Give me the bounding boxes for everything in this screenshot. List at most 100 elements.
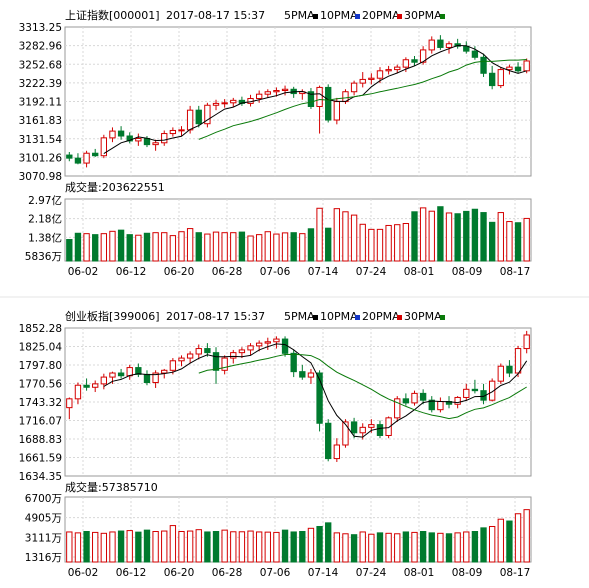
volume-bar (307, 527, 315, 563)
volume-bar (169, 235, 177, 262)
candle-up (238, 349, 246, 354)
volume-bar (368, 533, 375, 563)
date-tick-label: 08-09 (452, 567, 483, 579)
cyb-volume-label: 成交量:57385710 (65, 480, 158, 494)
sh-ma-legend: 5PMA 10PMA 20PMA 30PMA (284, 9, 445, 22)
volume-bar (290, 232, 297, 262)
sh-index-panel: 上证指数[000001] 2017-08-17 15:37 5PMA 10PMA… (19, 8, 532, 278)
cyb-index-datetime: 2017-08-17 15:37 (166, 310, 265, 323)
price-tick-label: 3070.98 (19, 171, 62, 183)
cyb-candles (66, 330, 530, 462)
candle-down (376, 424, 384, 436)
volume-bar (126, 234, 133, 262)
candle-up (350, 82, 358, 93)
candle-up (497, 69, 504, 87)
candle-up (437, 401, 444, 411)
candle-up (402, 59, 410, 68)
volume-tick-label: 1.38亿 (28, 231, 62, 244)
volume-bar (506, 221, 513, 262)
date-tick-label: 06-12 (116, 567, 147, 579)
volume-bar (463, 531, 470, 563)
candle-up (333, 101, 341, 121)
sh-volume-label: 成交量:203622551 (65, 180, 165, 194)
ma10-swatch (355, 315, 360, 320)
candle-down (506, 365, 513, 374)
candle-up (100, 376, 108, 385)
candle-up (247, 345, 254, 351)
cyb-volume-grid (65, 497, 531, 562)
volume-bar (376, 532, 384, 563)
volume-bar (117, 229, 125, 262)
price-tick-label: 3161.83 (19, 115, 62, 127)
volume-bar (238, 531, 246, 563)
volume-bar (204, 233, 211, 262)
volume-bar (428, 210, 435, 262)
volume-bar (264, 531, 271, 563)
volume-bar (247, 530, 254, 563)
volume-bar (273, 531, 280, 563)
volume-bar (316, 207, 323, 262)
volume-bar (100, 233, 108, 262)
volume-bar (471, 208, 479, 262)
candle-up (178, 129, 185, 132)
volume-bar (238, 231, 246, 262)
candle-down (454, 43, 461, 47)
volume-bar (385, 224, 392, 262)
candle-up (264, 91, 271, 95)
volume-bar (523, 509, 530, 563)
candle-up (255, 342, 263, 347)
volume-bar (514, 222, 522, 262)
volume-bar (273, 233, 280, 262)
volume-tick-label: 3111万 (25, 532, 62, 544)
candle-up (342, 421, 349, 446)
candle-down (428, 399, 435, 411)
ma30-label: 30PMA (404, 310, 442, 323)
date-tick-label: 08-17 (500, 567, 531, 579)
cyb-volume-frame (64, 496, 532, 563)
volume-bar (161, 530, 168, 563)
price-tick-label: 3222.39 (19, 78, 62, 90)
volume-bar (411, 531, 418, 563)
volume-bar (178, 231, 185, 262)
date-tick-label: 06-20 (164, 567, 195, 579)
ma30-line (198, 353, 527, 420)
volume-bar (497, 212, 504, 262)
ma20-label: 20PMA (362, 9, 400, 22)
cyb-index-panel: 创业板指[399006] 2017-08-17 15:37 5PMA 10PMA… (19, 309, 532, 579)
candle-up (212, 102, 220, 106)
volume-tick-label: 4905万 (25, 513, 62, 525)
ma30-line (198, 59, 527, 140)
candle-down (143, 137, 151, 146)
candle-up (204, 104, 211, 125)
volume-bar (143, 529, 151, 563)
volume-bar (247, 235, 254, 262)
date-tick-label: 07-24 (356, 567, 387, 579)
volume-bar (281, 232, 289, 262)
volume-bar (402, 223, 410, 262)
candle-down (299, 371, 306, 378)
volume-bar (178, 531, 185, 563)
sh-date-ticks: 06-02 06-12 06-20 06-28 07-06 07-14 07-24 08-01… (68, 266, 531, 278)
volume-bar (299, 233, 306, 262)
price-tick-label: 1688.83 (19, 434, 62, 446)
volume-bar (376, 228, 384, 262)
ma30-swatch (440, 315, 445, 320)
candle-down (325, 422, 332, 460)
volume-bar (83, 233, 90, 262)
candle-down (316, 372, 323, 424)
date-tick-label: 06-02 (68, 567, 99, 579)
candle-down (480, 56, 487, 74)
volume-bar (419, 207, 427, 262)
sh-volume-grid (65, 199, 531, 261)
cyb-price-ticks: 1852.28 1825.04 1797.80 1770.56 1743.32 1716.… (19, 323, 63, 483)
price-tick-label: 1770.56 (19, 379, 63, 391)
candle-up (169, 360, 177, 371)
candle-up (186, 109, 194, 131)
candle-up (376, 70, 384, 79)
candle-up (428, 39, 435, 51)
ma20-label: 20PMA (362, 310, 400, 323)
ma5-line (103, 44, 527, 155)
date-tick-label: 07-06 (260, 266, 291, 278)
volume-bar (325, 227, 332, 262)
cyb-volume-ticks: 6700万 4905万 3111万 1316万 (25, 493, 62, 564)
